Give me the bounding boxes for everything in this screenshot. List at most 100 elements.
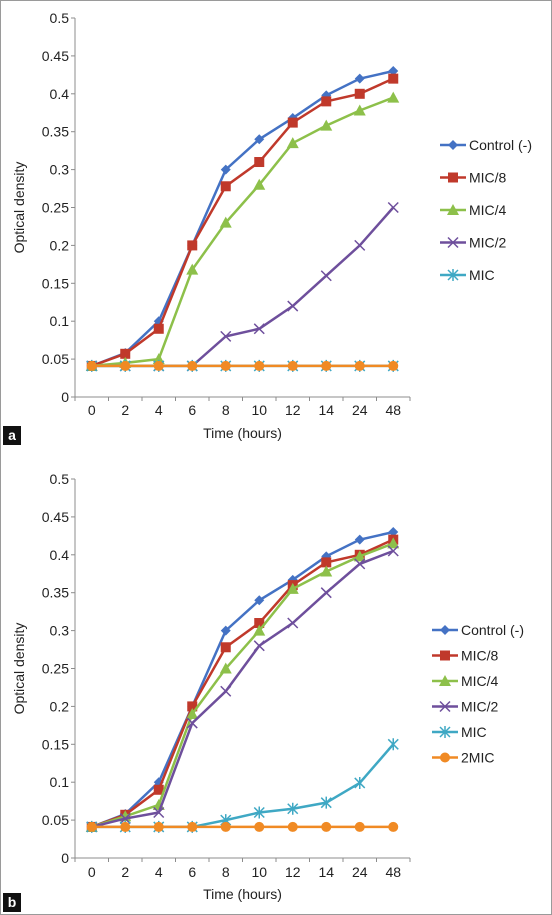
data-point-mic-8	[254, 157, 265, 168]
data-point-2mic	[354, 360, 365, 371]
legend-marker	[439, 726, 451, 738]
y-tick-label: 0.3	[50, 162, 70, 178]
y-tick-label: 0.15	[42, 275, 69, 291]
data-point-2mic	[153, 821, 164, 832]
x-tick-label: 2	[121, 864, 129, 880]
x-tick-label: 14	[318, 402, 334, 418]
y-tick-label: 0.5	[50, 10, 70, 26]
data-point-2mic	[120, 821, 131, 832]
legend-label: 2MIC	[461, 750, 494, 766]
y-tick-label: 0.1	[50, 313, 70, 329]
data-point-mic-4	[219, 216, 232, 228]
y-tick-label: 0.25	[42, 661, 69, 677]
data-point-mic-2	[354, 558, 366, 570]
series-line-mic	[91, 743, 395, 829]
x-tick-label: 6	[188, 402, 196, 418]
data-point-mic-2	[287, 300, 299, 312]
data-point-mic-8	[321, 557, 332, 568]
data-point-mic-4	[253, 178, 266, 190]
data-point-mic-2	[253, 640, 265, 652]
legend-marker	[447, 269, 459, 281]
data-point-control	[354, 534, 365, 545]
legend-marker	[447, 236, 459, 249]
x-tick-label: 4	[155, 402, 163, 418]
data-point-mic-8	[187, 701, 198, 712]
panel-badge	[3, 893, 21, 912]
x-tick-label: 2	[121, 402, 129, 418]
data-point-2mic	[254, 821, 265, 832]
data-point-mic-2	[354, 239, 366, 251]
y-tick-label: 0.4	[50, 547, 70, 563]
data-point-mic-8	[120, 348, 131, 359]
data-point-mic-8	[388, 73, 399, 84]
y-tick-label: 0.35	[42, 585, 69, 601]
data-point-mic-4	[387, 537, 400, 549]
data-point-mic-8	[187, 240, 198, 251]
x-tick-label: 8	[222, 864, 230, 880]
data-point-control	[354, 73, 365, 84]
data-point-2mic	[187, 821, 198, 832]
x-tick-label: 10	[251, 864, 267, 880]
data-point-mic-8	[287, 117, 298, 128]
x-tick-label: 14	[318, 864, 334, 880]
data-point-mic-2	[287, 617, 299, 629]
x-tick-label: 48	[385, 864, 401, 880]
data-point-mic	[287, 802, 299, 815]
legend-marker	[440, 752, 450, 763]
y-axis-title: Optical density	[11, 623, 27, 715]
legend: Control (-) MIC/8 MIC/4 MIC/2 MIC	[440, 137, 532, 283]
data-point-2mic	[220, 821, 231, 832]
y-tick-label: 0.5	[50, 471, 70, 487]
series-line-mic-2	[91, 549, 394, 829]
data-point-mic-2	[320, 587, 332, 599]
panel-label: b	[8, 894, 17, 910]
series-mic	[86, 738, 399, 833]
series-mic-4	[85, 91, 400, 371]
data-point-mic-8	[354, 88, 365, 99]
x-tick-label: 10	[251, 402, 267, 418]
data-point-mic-2	[220, 685, 232, 697]
data-point-2mic	[287, 360, 298, 371]
series-control	[86, 527, 399, 832]
data-point-mic-8	[254, 618, 265, 629]
data-point-mic-4	[152, 353, 165, 365]
legend-label: MIC	[469, 267, 495, 283]
data-point-mic-8	[321, 96, 332, 107]
y-axis-title: Optical density	[11, 162, 27, 254]
x-tick-label: 0	[88, 864, 96, 880]
data-point-2mic	[86, 360, 97, 371]
data-point-mic	[387, 738, 399, 751]
panel-label: a	[8, 427, 16, 443]
data-point-2mic	[287, 821, 298, 832]
series-control	[86, 66, 399, 371]
data-point-mic-4	[320, 565, 333, 577]
y-tick-label: 0.25	[42, 200, 69, 216]
y-tick-label: 0.2	[50, 698, 70, 714]
series-line-mic-8	[91, 538, 394, 829]
data-point-mic	[320, 796, 332, 809]
data-point-mic-8	[220, 181, 231, 192]
data-point-2mic	[153, 360, 164, 371]
x-tick-label: 48	[385, 402, 401, 418]
legend-label: Control (-)	[461, 622, 524, 638]
data-point-control	[220, 164, 231, 175]
data-point-control	[220, 625, 231, 636]
data-point-mic-4	[387, 91, 400, 103]
data-point-mic-2	[220, 330, 232, 342]
legend-marker	[448, 140, 458, 150]
data-point-control	[254, 134, 265, 145]
series-mic-8	[86, 73, 399, 371]
legend-marker	[440, 650, 450, 661]
data-point-control	[254, 595, 265, 606]
x-tick-label: 24	[352, 402, 368, 418]
data-point-2mic	[321, 821, 332, 832]
data-point-mic-4	[253, 624, 266, 636]
x-tick-label: 0	[88, 402, 96, 418]
data-point-2mic	[321, 360, 332, 371]
y-tick-label: 0.05	[42, 351, 69, 367]
legend: Control (-) MIC/8 MIC/4 MIC/2 MIC 2MIC	[432, 622, 524, 766]
y-tick-label: 0.1	[50, 774, 70, 790]
legend-label: MIC/8	[469, 170, 507, 186]
chart-panel-a: 00.050.10.150.20.250.30.350.40.450.50 2 4 6…	[3, 10, 532, 445]
